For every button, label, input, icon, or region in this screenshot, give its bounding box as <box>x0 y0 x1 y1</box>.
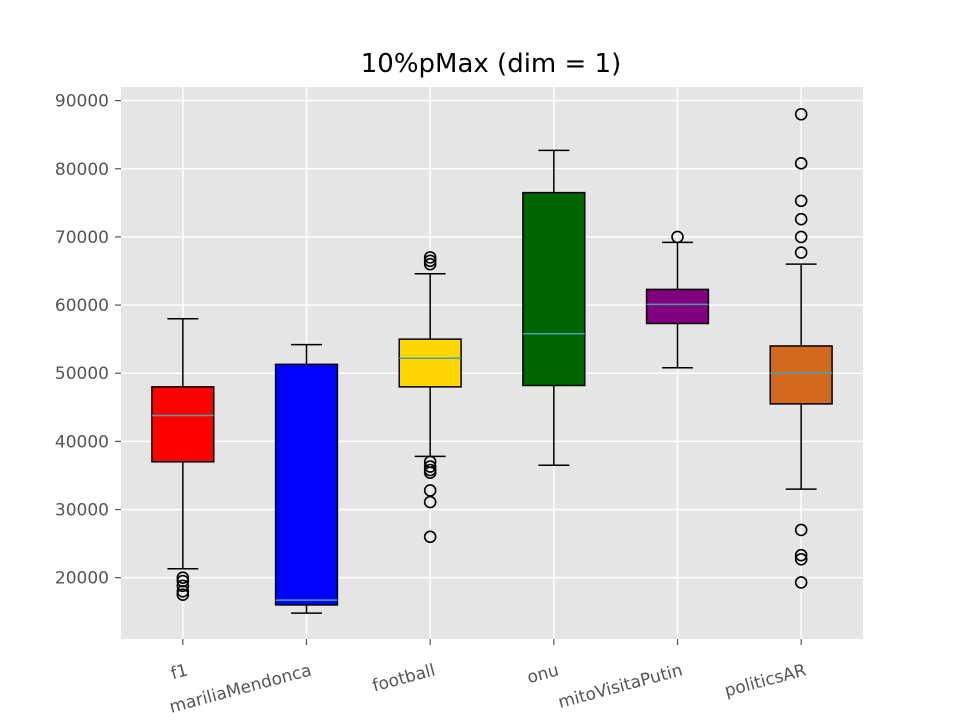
plot-area <box>121 87 863 639</box>
outlier-point <box>794 576 808 589</box>
outlier-point <box>176 579 190 593</box>
outlier-point <box>671 230 684 244</box>
box-iqr <box>274 363 339 606</box>
outlier-point <box>423 466 437 480</box>
outlier-point <box>423 257 437 271</box>
outlier-point <box>794 523 808 537</box>
box-football <box>398 251 462 544</box>
outlier-point <box>794 212 808 226</box>
y-tick-label: 80000 <box>55 160 109 180</box>
outlier-point <box>423 530 437 544</box>
outlier-point <box>794 157 808 170</box>
outlier-point <box>794 107 808 121</box>
box-iqr <box>398 338 462 388</box>
box-iqr <box>645 288 710 325</box>
box-onu <box>522 149 586 466</box>
y-tick-label: 20000 <box>55 569 109 589</box>
y-tick-label: 50000 <box>55 364 109 384</box>
outlier-point <box>794 246 808 259</box>
x-tick-label: f1 <box>169 661 190 685</box>
box-iqr <box>522 191 586 387</box>
box-f1 <box>151 317 215 602</box>
box-politicsAR <box>769 107 833 589</box>
box-iqr <box>151 386 215 463</box>
y-axis: 20000 30000 40000 50000 60000 70000 80000 90000 <box>55 92 121 589</box>
outlier-point <box>423 251 437 264</box>
outlier-point <box>176 584 190 598</box>
outlier-point <box>794 230 808 244</box>
box-mitoVisitaPutin <box>645 230 710 369</box>
chart-title: 10%pMax (dim = 1) <box>361 49 622 79</box>
outlier-point <box>176 571 190 584</box>
y-tick-label: 90000 <box>55 92 109 112</box>
box-series <box>151 107 833 614</box>
y-tick-label: 60000 <box>55 296 109 316</box>
y-tick-label: 30000 <box>55 501 109 521</box>
outlier-point <box>423 254 437 268</box>
outlier-point <box>794 552 808 566</box>
outlier-point <box>176 588 190 602</box>
y-tick-label: 70000 <box>55 228 109 248</box>
outlier-point <box>794 194 808 208</box>
outlier-point <box>423 495 437 509</box>
outlier-point <box>794 548 808 562</box>
box-iqr <box>769 345 833 405</box>
y-tick-label: 40000 <box>55 432 109 452</box>
outlier-point <box>423 460 437 473</box>
box-mariliaMendonca <box>274 343 339 614</box>
